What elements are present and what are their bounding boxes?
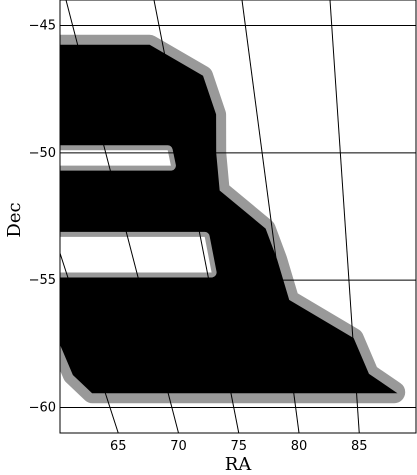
x-axis-label: RA xyxy=(225,454,253,475)
dec-tick-label: −55 xyxy=(29,273,56,288)
plot-area xyxy=(60,34,406,404)
ra-tick-label: 85 xyxy=(351,439,368,454)
ra-gridline-80 xyxy=(241,0,300,433)
plot-frame xyxy=(59,0,417,434)
ra-tick-label: 70 xyxy=(170,439,187,454)
footprint-hole-0 xyxy=(60,150,171,166)
dec-tick-label: −50 xyxy=(29,146,56,161)
y-axis-label: Dec xyxy=(4,202,25,237)
ra-tick-label: 65 xyxy=(110,439,127,454)
ra-gridline-75 xyxy=(153,0,240,433)
ra-tick-label: 75 xyxy=(230,439,247,454)
ra-gridline-85 xyxy=(329,0,360,433)
ra-gridline-70 xyxy=(65,0,179,433)
footprint-fill xyxy=(60,44,398,394)
ra-gridline-65 xyxy=(60,251,119,433)
dec-tick-label: −45 xyxy=(29,18,56,33)
dec-tick-label: −60 xyxy=(29,401,56,416)
graticule xyxy=(60,0,416,433)
tick-labels: −45 −50 −55 −60 65 70 75 80 85 xyxy=(29,18,368,454)
footprint-hole-1 xyxy=(60,236,212,273)
ra-tick-label: 80 xyxy=(291,439,308,454)
